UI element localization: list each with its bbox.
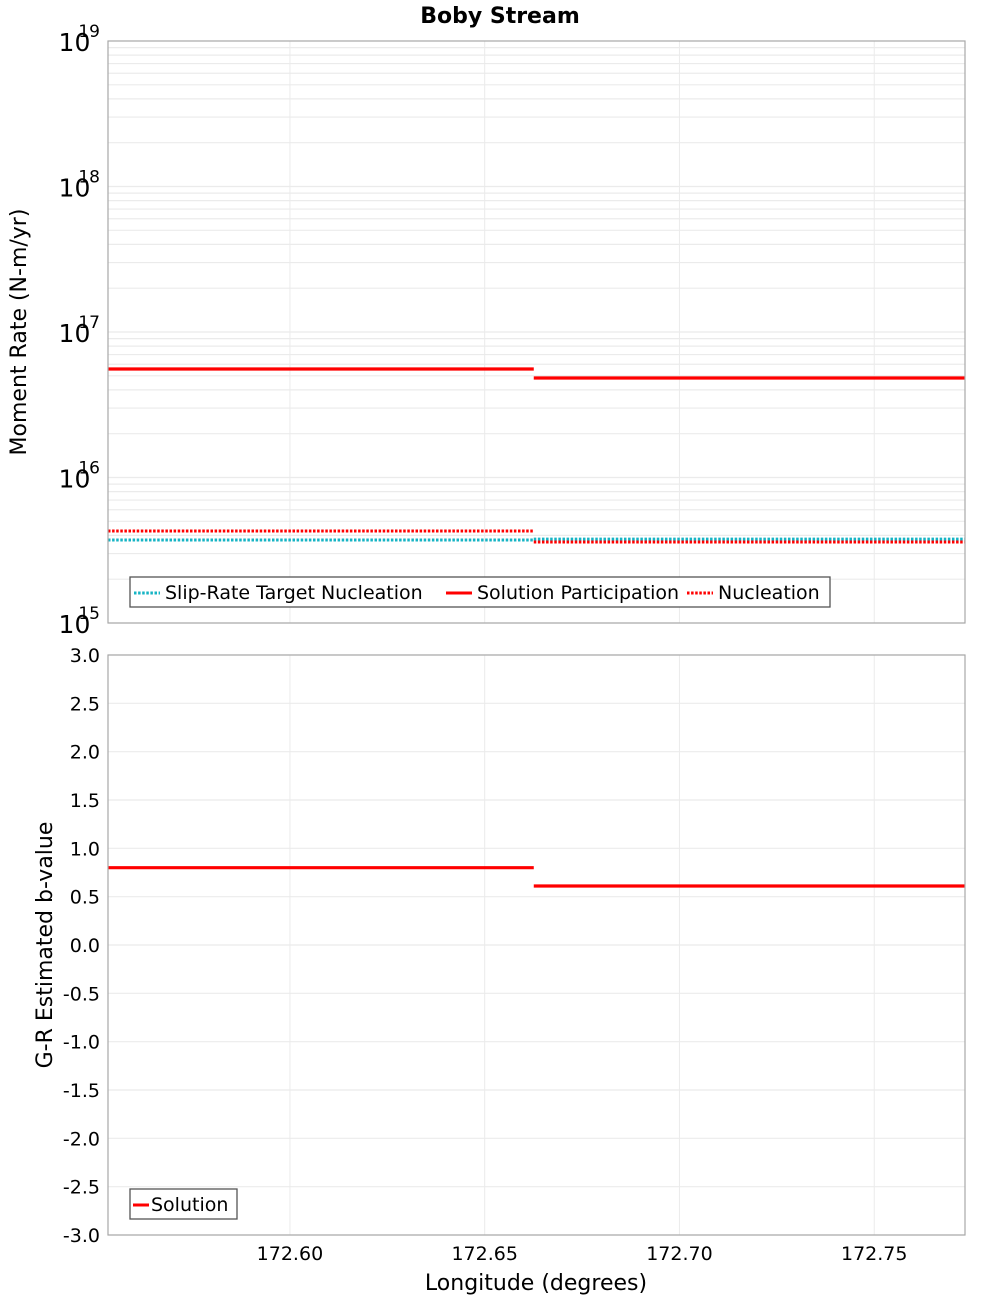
- y-tick-label: 1015: [59, 604, 100, 639]
- y-tick-label: 2.0: [70, 742, 100, 764]
- top-y-tick-labels: 1019 1018 1017 1016 1015: [59, 22, 100, 639]
- y-tick-label: 3.0: [70, 645, 100, 667]
- y-tick-label: -3.0: [63, 1225, 100, 1247]
- x-axis-label: Longitude (degrees): [425, 1271, 647, 1296]
- b-value-plot: 3.0 2.5 2.0 1.5 1.0 0.5 0.0 -0.5 -1.0 -1.5 -2.0 -2.…: [33, 645, 965, 1296]
- top-y-axis-label: Moment Rate (N-m/yr): [7, 209, 32, 456]
- y-tick-label: 1017: [59, 313, 100, 348]
- y-tick-label: 2.5: [70, 693, 100, 715]
- y-tick-label: -1.0: [63, 1032, 100, 1054]
- y-tick-label: 1.0: [70, 838, 100, 860]
- x-tick-labels: 172.60 172.65 172.70 172.75: [257, 1243, 908, 1265]
- x-tick-label: 172.60: [257, 1243, 323, 1265]
- bottom-legend: Solution: [130, 1189, 237, 1219]
- x-tick-label: 172.70: [646, 1243, 712, 1265]
- y-tick-label: 1018: [59, 168, 100, 203]
- y-tick-label: 1.5: [70, 790, 100, 812]
- legend-label: Solution Participation: [477, 582, 679, 604]
- y-tick-label: 1016: [59, 459, 100, 494]
- y-tick-label: -0.5: [63, 983, 100, 1005]
- y-tick-label: 1019: [59, 22, 100, 57]
- bottom-y-axis-label: G-R Estimated b-value: [33, 822, 58, 1069]
- chart-title: Boby Stream: [420, 4, 580, 29]
- y-tick-label: -1.5: [63, 1080, 100, 1102]
- legend-label: Nucleation: [718, 582, 820, 604]
- x-tick-label: 172.75: [841, 1243, 907, 1265]
- y-tick-label: -2.5: [63, 1177, 100, 1199]
- legend-label: Solution: [151, 1194, 228, 1216]
- y-tick-label: 0.0: [70, 935, 100, 957]
- y-tick-label: -2.0: [63, 1128, 100, 1150]
- bottom-y-tick-labels: 3.0 2.5 2.0 1.5 1.0 0.5 0.0 -0.5 -1.0 -1.5 -2.0 -2.…: [63, 645, 100, 1247]
- y-tick-label: 0.5: [70, 887, 100, 909]
- moment-rate-plot: 1019 1018 1017 1016 1015 Moment Rate (N-m/yr…: [7, 22, 965, 639]
- legend-label: Slip-Rate Target Nucleation: [165, 582, 423, 604]
- x-tick-label: 172.65: [451, 1243, 517, 1265]
- chart-canvas: Boby Stream 1019 1018 1017 1016 1015 Moment …: [0, 0, 1000, 1300]
- top-legend: Slip-Rate Target Nucleation Solution Part…: [130, 577, 830, 607]
